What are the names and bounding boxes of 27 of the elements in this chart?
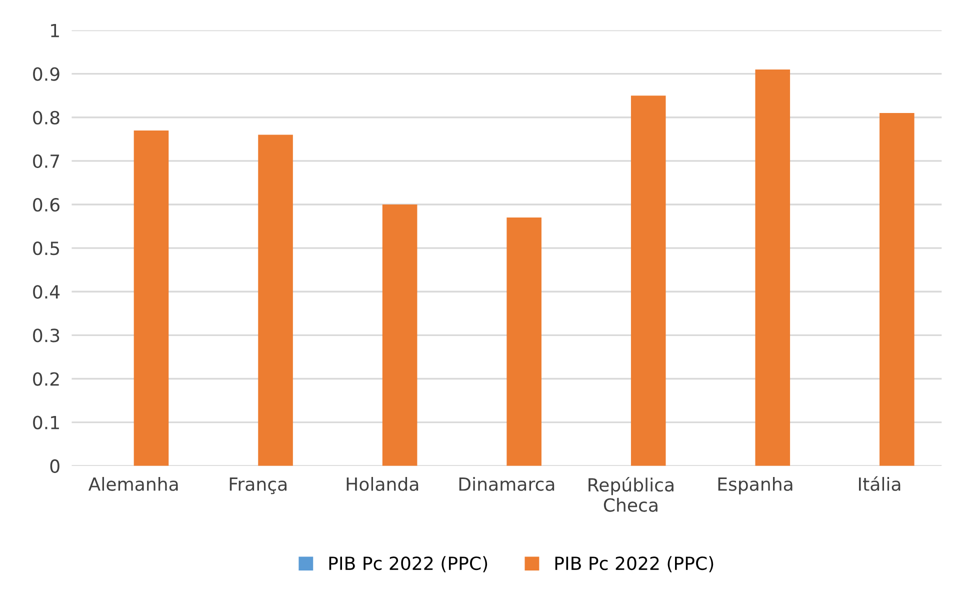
y-tick-label: 0.4 xyxy=(33,285,60,299)
y-tick-label: 0.3 xyxy=(33,328,60,342)
bar xyxy=(880,113,914,466)
x-tick-label: Dinamarca xyxy=(459,476,554,491)
bar xyxy=(258,134,293,466)
bar xyxy=(630,96,666,466)
legend-label: PIB Pc 2022 (PPC) xyxy=(555,556,714,572)
x-tick-label: Espanha xyxy=(718,476,792,494)
y-tick-label: 0.8 xyxy=(33,110,60,124)
y-tick-label: 0.7 xyxy=(33,154,60,168)
y-tick-label: 0.6 xyxy=(33,198,60,212)
x-tick-label: República Checa xyxy=(588,476,674,512)
x-tick-label: Itália xyxy=(859,476,900,491)
x-tick-label: Holanda xyxy=(346,476,418,491)
bar xyxy=(506,218,542,466)
y-tick-label: 0.9 xyxy=(33,67,60,81)
bar xyxy=(134,130,169,466)
legend-label: PIB Pc 2022 (PPC) xyxy=(329,556,488,572)
y-tick-label: 0.1 xyxy=(33,416,59,430)
bar xyxy=(755,69,790,466)
y-tick-label: 0.2 xyxy=(33,372,59,386)
x-tick-label: França xyxy=(230,478,286,494)
y-tick-label: 0 xyxy=(50,459,60,473)
y-tick-label: 1 xyxy=(51,24,59,38)
y-tick-label: 0.5 xyxy=(33,242,60,256)
bar xyxy=(382,204,418,466)
x-tick-label: Alemanha xyxy=(88,476,178,491)
